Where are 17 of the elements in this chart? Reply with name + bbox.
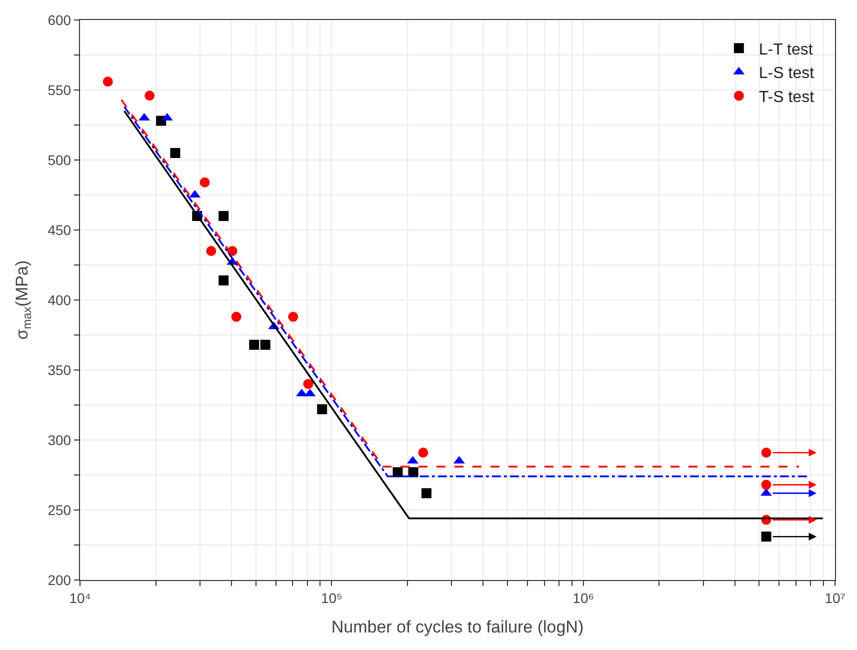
- x-tick-label: 10⁷: [824, 590, 846, 606]
- y-tick-label: 350: [48, 362, 72, 378]
- y-tick-label: 300: [48, 432, 72, 448]
- legend-label: L-S test: [758, 65, 815, 82]
- x-tick-label: 10⁶: [572, 590, 594, 606]
- y-tick-label: 250: [48, 502, 72, 518]
- y-tick-label: 550: [48, 82, 72, 98]
- y-tick-label: 400: [48, 292, 72, 308]
- y-tick-label: 450: [48, 222, 72, 238]
- x-tick-label: 10⁵: [320, 590, 342, 606]
- legend-label: T-S test: [758, 88, 815, 106]
- y-tick-label: 200: [48, 572, 72, 588]
- legend-label: L-T test: [758, 41, 814, 58]
- y-tick-label: 500: [48, 152, 72, 168]
- x-tick-label: 10⁴: [69, 590, 91, 606]
- x-axis-title: Number of cycles to failure (logN): [331, 617, 584, 636]
- y-tick-label: 600: [48, 12, 72, 28]
